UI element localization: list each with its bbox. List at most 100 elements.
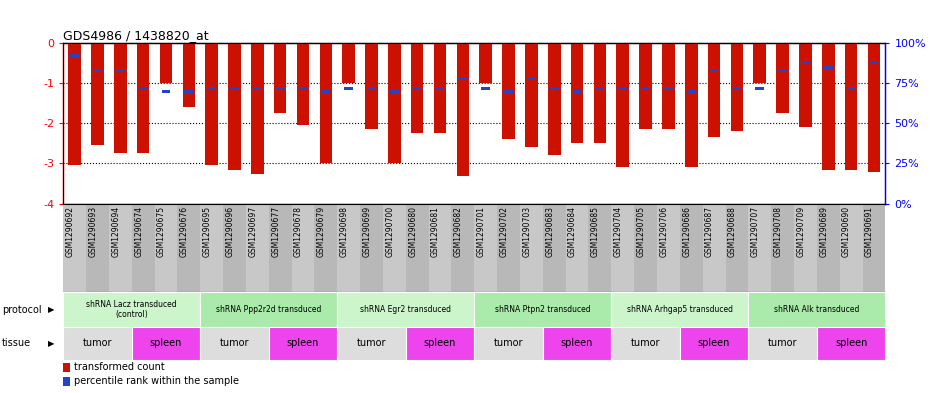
- Text: GSM1290695: GSM1290695: [203, 206, 212, 257]
- Text: ▶: ▶: [48, 305, 54, 314]
- Bar: [200, 327, 269, 360]
- Bar: [435, 86, 445, 90]
- Bar: [474, 327, 543, 360]
- Bar: [253, 86, 261, 90]
- Bar: [160, 43, 172, 83]
- Text: protocol: protocol: [2, 305, 42, 315]
- Text: tumor: tumor: [768, 338, 797, 349]
- Text: tumor: tumor: [631, 338, 660, 349]
- Bar: [504, 90, 513, 93]
- Bar: [755, 86, 764, 90]
- Bar: [137, 43, 150, 153]
- Bar: [680, 204, 703, 292]
- Bar: [200, 204, 223, 292]
- Bar: [543, 204, 565, 292]
- Bar: [817, 327, 885, 360]
- Text: ▶: ▶: [48, 339, 54, 348]
- Bar: [458, 77, 467, 80]
- Bar: [498, 204, 520, 292]
- Bar: [344, 86, 353, 90]
- Text: GSM1290706: GSM1290706: [659, 206, 669, 257]
- Bar: [200, 292, 338, 327]
- Bar: [63, 362, 70, 372]
- Bar: [611, 204, 634, 292]
- Text: tissue: tissue: [2, 338, 31, 349]
- Text: tumor: tumor: [219, 338, 249, 349]
- Bar: [63, 292, 200, 327]
- Bar: [589, 204, 611, 292]
- Bar: [405, 327, 474, 360]
- Text: spleen: spleen: [150, 338, 182, 349]
- Bar: [297, 43, 310, 125]
- Text: GSM1290693: GSM1290693: [88, 206, 98, 257]
- Bar: [207, 86, 216, 90]
- Bar: [69, 43, 81, 165]
- Bar: [360, 204, 383, 292]
- Text: GSM1290700: GSM1290700: [385, 206, 394, 257]
- Bar: [367, 86, 376, 90]
- Text: shRNA Arhgap5 transduced: shRNA Arhgap5 transduced: [627, 305, 733, 314]
- Text: GSM1290707: GSM1290707: [751, 206, 760, 257]
- Text: GSM1290696: GSM1290696: [225, 206, 234, 257]
- Bar: [184, 90, 193, 93]
- Text: spleen: spleen: [835, 338, 868, 349]
- Bar: [634, 204, 657, 292]
- Bar: [771, 204, 794, 292]
- Text: GSM1290680: GSM1290680: [408, 206, 418, 257]
- Bar: [685, 43, 698, 167]
- Bar: [116, 69, 125, 72]
- Bar: [182, 43, 195, 107]
- Text: GDS4986 / 1438820_at: GDS4986 / 1438820_at: [63, 29, 209, 42]
- Bar: [502, 43, 515, 140]
- Bar: [338, 204, 360, 292]
- Text: shRNA Lacz transduced
(control): shRNA Lacz transduced (control): [86, 300, 177, 320]
- Bar: [178, 204, 200, 292]
- Bar: [429, 204, 451, 292]
- Bar: [251, 43, 263, 174]
- Text: GSM1290702: GSM1290702: [499, 206, 509, 257]
- Bar: [749, 204, 771, 292]
- Bar: [405, 204, 429, 292]
- Text: GSM1290686: GSM1290686: [683, 206, 691, 257]
- Bar: [687, 90, 696, 93]
- Bar: [457, 43, 469, 176]
- Bar: [474, 204, 498, 292]
- Bar: [132, 204, 154, 292]
- Bar: [846, 86, 856, 90]
- Text: GSM1290689: GSM1290689: [819, 206, 829, 257]
- Bar: [862, 204, 885, 292]
- Text: GSM1290682: GSM1290682: [454, 206, 463, 257]
- Bar: [230, 86, 239, 90]
- Bar: [365, 43, 378, 129]
- Bar: [870, 61, 878, 64]
- Bar: [817, 204, 840, 292]
- Text: GSM1290708: GSM1290708: [774, 206, 782, 257]
- Bar: [139, 86, 148, 90]
- Bar: [710, 69, 719, 72]
- Bar: [388, 43, 401, 163]
- Text: GSM1290683: GSM1290683: [545, 206, 554, 257]
- Text: GSM1290704: GSM1290704: [614, 206, 623, 257]
- Bar: [548, 43, 561, 156]
- Bar: [844, 43, 857, 169]
- Text: GSM1290678: GSM1290678: [294, 206, 303, 257]
- Bar: [383, 204, 405, 292]
- Text: transformed count: transformed count: [73, 362, 165, 372]
- Bar: [71, 55, 79, 58]
- Bar: [86, 204, 109, 292]
- Bar: [801, 61, 810, 64]
- Bar: [223, 204, 246, 292]
- Bar: [611, 327, 680, 360]
- Text: GSM1290709: GSM1290709: [796, 206, 805, 257]
- Bar: [292, 204, 314, 292]
- Text: tumor: tumor: [494, 338, 524, 349]
- Bar: [822, 43, 834, 169]
- Bar: [322, 90, 330, 93]
- Bar: [868, 43, 880, 171]
- Bar: [777, 43, 789, 113]
- Bar: [338, 292, 474, 327]
- Text: GSM1290676: GSM1290676: [179, 206, 189, 257]
- Text: GSM1290705: GSM1290705: [636, 206, 645, 257]
- Bar: [657, 204, 680, 292]
- Bar: [617, 43, 629, 167]
